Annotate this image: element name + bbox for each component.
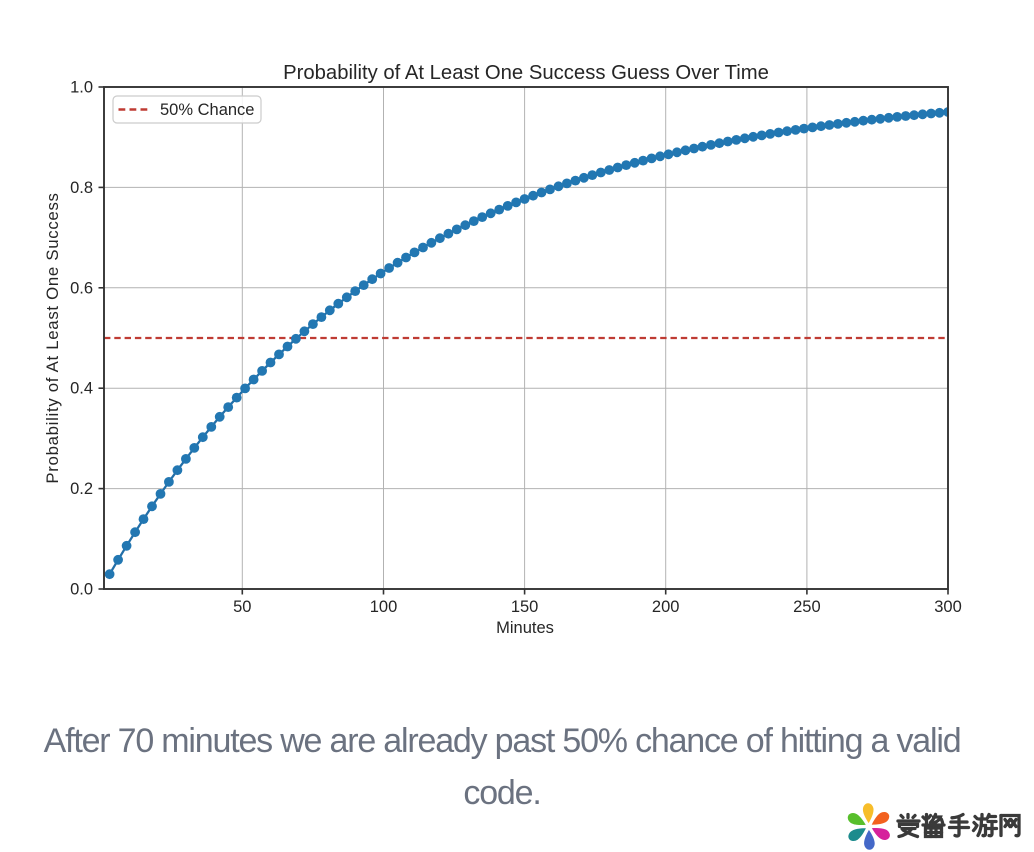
- svg-text:50% Chance: 50% Chance: [160, 101, 254, 119]
- svg-text:Probability of At Least One Su: Probability of At Least One Success: [43, 192, 62, 483]
- svg-text:0.4: 0.4: [70, 380, 93, 398]
- svg-text:300: 300: [934, 598, 962, 616]
- svg-text:0.2: 0.2: [70, 480, 93, 498]
- svg-text:150: 150: [511, 598, 539, 616]
- svg-text:200: 200: [652, 598, 680, 616]
- svg-text:50: 50: [233, 598, 251, 616]
- svg-text:100: 100: [370, 598, 398, 616]
- svg-text:0.0: 0.0: [70, 581, 93, 599]
- svg-text:250: 250: [793, 598, 821, 616]
- svg-text:0.8: 0.8: [70, 179, 93, 197]
- svg-text:0.6: 0.6: [70, 279, 93, 297]
- svg-text:1.0: 1.0: [70, 79, 93, 97]
- svg-text:Minutes: Minutes: [496, 619, 554, 637]
- svg-text:Probability of At Least One Su: Probability of At Least One Success Gues…: [283, 62, 769, 84]
